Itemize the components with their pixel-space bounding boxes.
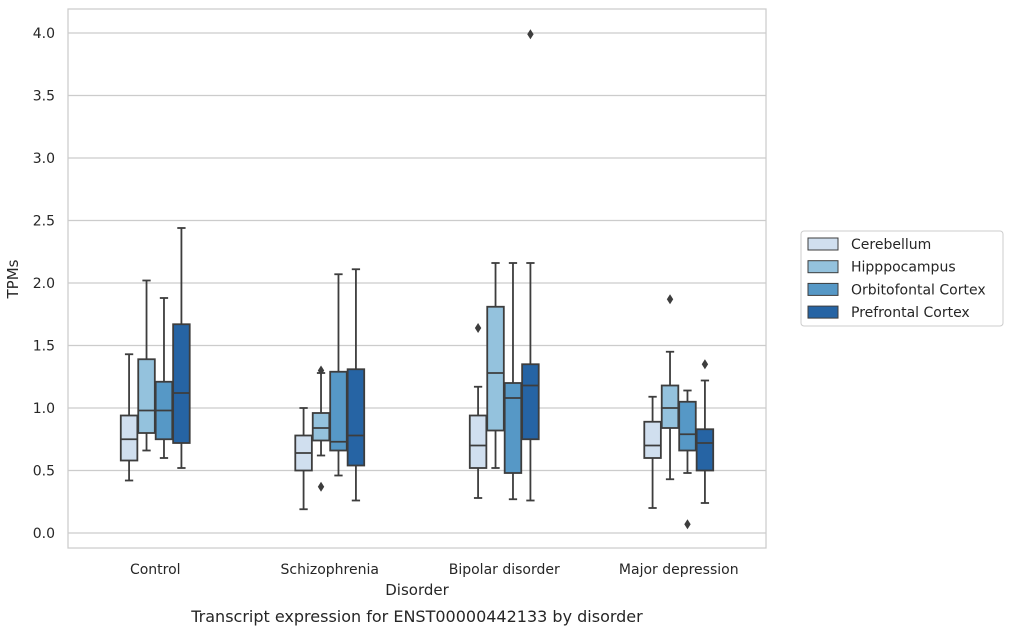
y-tick-label: 0.5	[33, 464, 55, 480]
y-tick-labels: 0.0 0.5 1.0 1.5 2.0 2.5 3.0 3.5 4.0	[33, 26, 55, 542]
box-body	[137, 358, 156, 434]
y-tick-label: 0.0	[33, 526, 55, 542]
box	[468, 323, 488, 499]
box-body	[660, 384, 680, 429]
outlier-point	[317, 365, 325, 376]
legend-label: Orbitofontal Cortex	[851, 282, 986, 298]
x-tick-labels: Control Schizophrenia Bipolar disorder Majo…	[130, 562, 739, 578]
x-tick-label: Bipolar disorder	[449, 562, 560, 578]
outlier-point	[701, 359, 709, 370]
box	[154, 297, 174, 459]
box-body	[486, 305, 505, 432]
box-body	[329, 370, 348, 452]
box	[643, 395, 662, 509]
x-tick-label: Control	[130, 562, 181, 578]
y-tick-label: 2.0	[33, 276, 55, 292]
box	[678, 389, 697, 530]
series-group	[137, 262, 680, 492]
box	[660, 294, 680, 481]
box-body	[521, 363, 540, 441]
outlier-point	[684, 519, 691, 530]
series-group	[172, 29, 715, 504]
outlier-point	[317, 481, 325, 492]
box-body	[643, 420, 662, 459]
legend-swatch	[807, 260, 839, 274]
legend: Cerebellum Hipppocampus Orbitofontal Corte…	[800, 230, 1004, 327]
box-body	[678, 400, 697, 452]
box-body	[311, 412, 331, 442]
box-series	[119, 29, 715, 530]
x-axis-label: Disorder	[385, 581, 449, 599]
chart-caption: Transcript expression for ENST0000044213…	[190, 607, 643, 626]
box-body	[346, 368, 366, 467]
y-axis-label: TPMs	[4, 259, 22, 299]
box	[119, 353, 139, 482]
box	[521, 29, 540, 502]
outlier-point	[527, 29, 534, 40]
y-tick-label: 1.0	[33, 401, 55, 417]
box	[137, 279, 156, 452]
legend-swatch	[807, 305, 839, 319]
legend-label: Prefrontal Cortex	[851, 305, 970, 321]
y-tick-label: 3.0	[33, 151, 55, 167]
y-tick-label: 4.0	[33, 26, 55, 42]
y-tick-label: 2.5	[33, 214, 55, 230]
outlier-point	[474, 323, 482, 333]
legend-swatch	[807, 282, 839, 296]
y-tick-label: 3.5	[33, 89, 55, 105]
legend-swatch	[807, 237, 839, 251]
box	[294, 407, 313, 511]
box	[311, 365, 331, 492]
x-tick-label: Schizophrenia	[281, 562, 379, 578]
box	[503, 262, 523, 501]
y-tick-label: 1.5	[33, 339, 55, 355]
outlier-point	[666, 294, 674, 305]
box	[172, 227, 191, 469]
box-body	[468, 414, 488, 469]
box-body	[503, 382, 523, 474]
legend-frame	[800, 230, 1004, 327]
box-body	[172, 323, 191, 444]
box	[329, 273, 348, 477]
box	[486, 262, 505, 469]
x-tick-label: Major depression	[619, 562, 739, 578]
plot-background	[68, 9, 766, 548]
box-body	[119, 414, 139, 462]
legend-label: Hipppocampus	[851, 260, 956, 276]
series-group	[154, 262, 697, 530]
box-body	[695, 428, 715, 472]
plot-frame	[67, 8, 767, 549]
box	[695, 359, 715, 504]
series-group	[119, 323, 662, 511]
box	[346, 268, 366, 502]
legend-label: Cerebellum	[851, 237, 931, 253]
